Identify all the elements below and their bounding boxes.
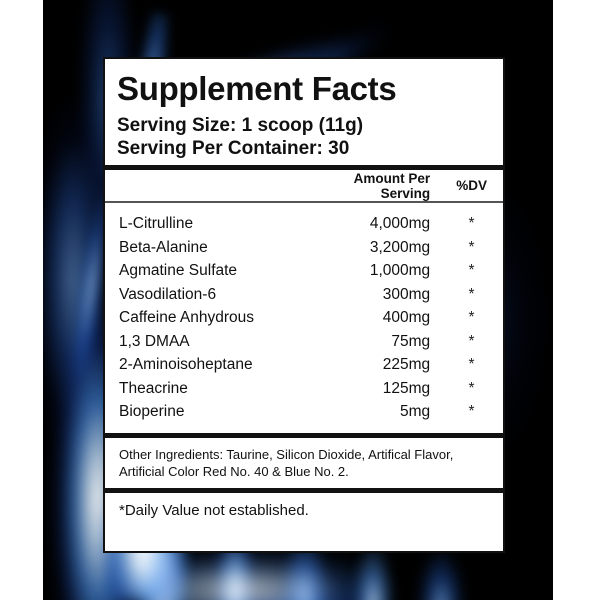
- left-white-margin: [0, 0, 43, 600]
- column-header-daily-value: %DV: [456, 178, 487, 194]
- ingredient-daily-value: *: [468, 215, 475, 233]
- ingredient-amount: 125mg: [382, 379, 431, 397]
- rule-below-serving-info: [105, 165, 503, 171]
- nutrition-table-wrap: Amount Per Serving %DV: [105, 170, 503, 201]
- ingredient-name: Beta-Alanine: [119, 238, 208, 256]
- supplement-facts-panel: Supplement Facts Serving Size: 1 scoop (…: [103, 57, 505, 553]
- other-ingredients-text: Other Ingredients: Taurine, Silicon Diox…: [119, 446, 454, 479]
- table-row: Caffeine Anhydrous 400mg *: [105, 306, 503, 330]
- ingredient-amount: 75mg: [391, 332, 431, 350]
- serving-info: Serving Size: 1 scoop (11g) Serving Per …: [105, 105, 503, 165]
- rule-above-daily-value-note: [105, 488, 503, 494]
- rule-below-table-header: [105, 201, 503, 204]
- ingredient-amount: 4,000mg: [369, 215, 431, 233]
- ingredient-amount: 225mg: [382, 356, 431, 374]
- ingredient-amount: 300mg: [382, 285, 431, 303]
- ingredient-daily-value: *: [468, 379, 475, 397]
- column-header-name: [105, 170, 304, 201]
- nutrition-table: Amount Per Serving %DV: [105, 170, 503, 201]
- table-row: Bioperine 5mg *: [105, 400, 503, 424]
- serving-size-line: Serving Size: 1 scoop (11g): [117, 115, 364, 136]
- table-row: 1,3 DMAA 75mg *: [105, 330, 503, 354]
- right-white-margin: [553, 0, 600, 600]
- ingredient-name: Bioperine: [119, 403, 185, 421]
- ingredient-rows-top-spacer: [105, 203, 503, 212]
- ingredient-amount: 1,000mg: [369, 262, 431, 280]
- table-row: 2-Aminoisoheptane 225mg *: [105, 353, 503, 377]
- ingredient-name: Vasodilation-6: [119, 285, 217, 303]
- ingredient-daily-value: *: [468, 285, 475, 303]
- ingredient-daily-value: *: [468, 356, 475, 374]
- table-header-row: Amount Per Serving %DV: [105, 170, 503, 201]
- ingredient-name: Agmatine Sulfate: [119, 262, 238, 280]
- table-row: Agmatine Sulfate 1,000mg *: [105, 259, 503, 283]
- table-row: L-Citrulline 4,000mg *: [105, 212, 503, 236]
- ingredient-name: 1,3 DMAA: [119, 332, 190, 350]
- ingredient-name: Caffeine Anhydrous: [119, 309, 255, 327]
- panel-title: Supplement Facts: [117, 70, 397, 107]
- table-row: Vasodilation-6 300mg *: [105, 283, 503, 307]
- ingredient-daily-value: *: [468, 403, 475, 421]
- ingredient-daily-value: *: [468, 238, 475, 256]
- ingredient-daily-value: *: [468, 332, 475, 350]
- ingredient-name: 2-Aminoisoheptane: [119, 356, 253, 374]
- table-row: Beta-Alanine 3,200mg *: [105, 236, 503, 260]
- ingredient-amount: 400mg: [382, 309, 431, 327]
- ingredient-daily-value: *: [468, 309, 475, 327]
- ingredient-name: L-Citrulline: [119, 215, 194, 233]
- ingredient-daily-value: *: [468, 262, 475, 280]
- table-row: Theacrine 125mg *: [105, 377, 503, 401]
- ingredient-amount: 5mg: [400, 403, 431, 421]
- ingredient-table: L-Citrulline 4,000mg * Beta-Alanine 3,200mg *…: [105, 212, 503, 424]
- daily-value-note: *Daily Value not established.: [119, 502, 309, 520]
- servings-per-container-line: Serving Per Container: 30: [117, 138, 350, 160]
- ingredient-amount: 3,200mg: [369, 238, 431, 256]
- column-header-amount: Amount Per Serving: [353, 170, 431, 201]
- ingredient-name: Theacrine: [119, 379, 188, 397]
- ingredient-rows-bottom-spacer: [105, 424, 503, 433]
- rule-above-other-ingredients: [105, 432, 503, 438]
